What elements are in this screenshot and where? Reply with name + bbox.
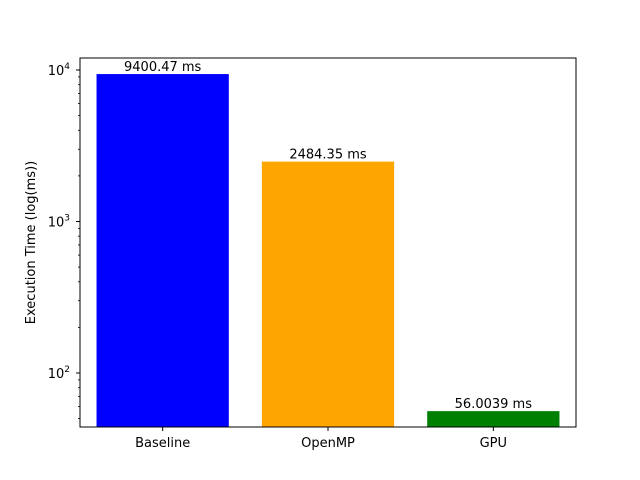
bar-baseline xyxy=(96,74,229,428)
x-tick-label: OpenMP xyxy=(301,436,355,451)
y-tick-label: 102 xyxy=(48,365,70,382)
bars-group xyxy=(96,74,560,428)
y-axis-label: Execution Time (log(ms)) xyxy=(24,161,39,324)
data-label: 56.0039 ms xyxy=(455,397,533,412)
data-label: 2484.35 ms xyxy=(289,148,367,163)
x-tick-label: Baseline xyxy=(135,436,190,451)
x-tick-label: GPU xyxy=(480,436,507,451)
bar-gpu xyxy=(427,411,560,427)
plot-frame xyxy=(79,57,577,428)
x-axis-ticks: Baseline OpenMP GPU xyxy=(135,427,507,451)
data-labels-group: 9400.47 ms 2484.35 ms 56.0039 ms xyxy=(124,60,532,412)
data-label: 9400.47 ms xyxy=(124,60,202,75)
y-tick-label: 103 xyxy=(48,213,70,230)
bar-openmp xyxy=(261,161,395,427)
y-tick-label: 104 xyxy=(48,62,71,79)
y-axis-ticks: 102 103 104 xyxy=(48,62,80,419)
